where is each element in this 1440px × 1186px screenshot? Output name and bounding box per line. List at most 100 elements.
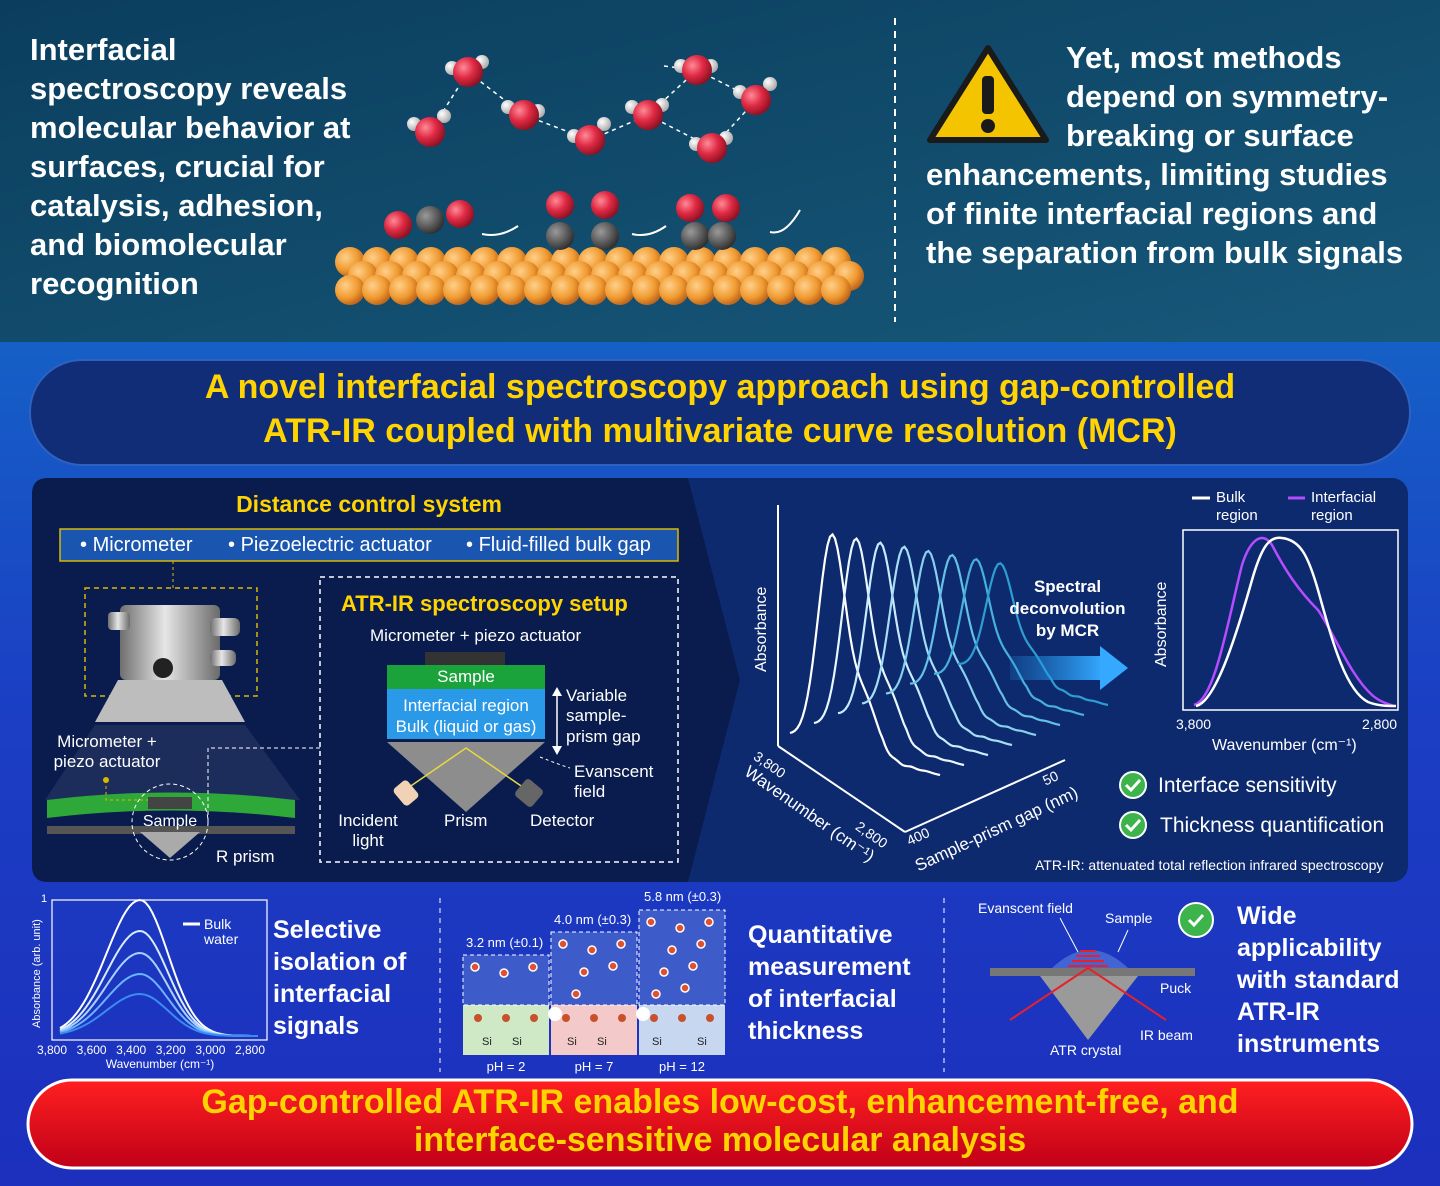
thickness-label: 5.8 nm (±0.3) [644, 889, 722, 904]
footnote: ATR-IR: attenuated total reflection infr… [1035, 857, 1384, 873]
water-molecule [646, 917, 656, 927]
device-label: Micrometer + piezo actuator [53, 732, 161, 772]
bulk-curve [1195, 536, 1397, 708]
axis [777, 745, 906, 833]
setup-panel [32, 478, 740, 882]
plot-frame [1182, 529, 1399, 711]
molecule-illustration [335, 55, 864, 305]
mcr-arrow [1010, 656, 1102, 680]
copper-atom [821, 275, 851, 305]
water-molecule [688, 961, 698, 971]
surface-oxygen [502, 1014, 510, 1022]
isolation-text: Selective isolation of interfacial signa… [273, 916, 407, 1040]
copper-atom [389, 275, 419, 305]
conclusion-line: Gap-controlled ATR-IR enables low-cost, … [201, 1083, 1239, 1121]
items-bar [59, 528, 679, 562]
oxygen [741, 85, 771, 115]
water-molecule [558, 939, 568, 949]
thickness-label: 3.2 nm (±0.1) [466, 935, 544, 950]
si-label: Si [697, 1036, 707, 1048]
copper-atom [416, 275, 446, 305]
stage [47, 826, 295, 834]
limitation-text: Yet, most methods depend on symmetry-bre… [926, 40, 1404, 270]
incident-label: Incident light [338, 811, 398, 851]
arrow-head [552, 746, 562, 755]
y-axis-label: Absorbance [753, 586, 770, 672]
copper-atom [578, 275, 608, 305]
check-icon [1119, 811, 1147, 839]
connector [207, 747, 320, 822]
oxygen [546, 191, 574, 219]
spectrum [885, 549, 1037, 737]
tick-label: 3,200 [155, 1043, 186, 1057]
device-highlight [84, 587, 258, 697]
connector-dot [103, 777, 109, 783]
hydrogen [597, 117, 611, 131]
sample-label: Sample [142, 813, 198, 830]
warning-dot [981, 119, 995, 133]
hydrogen [437, 109, 451, 123]
tick-label: 3,600 [76, 1043, 107, 1057]
oxygen [697, 133, 727, 163]
oxygen [453, 57, 483, 87]
si-label: Si [512, 1036, 522, 1048]
surface-oxygen [618, 1014, 626, 1022]
reaction-arrow [769, 209, 801, 234]
distance-title: Distance control system [236, 491, 502, 517]
device-base [95, 680, 245, 722]
bulk-label: Bulk (liquid or gas) [395, 717, 537, 736]
spectrum [909, 553, 1061, 727]
carbon [591, 222, 619, 250]
pointer [1059, 917, 1079, 953]
isolation-plot-frame [51, 899, 268, 1041]
surface-oxygen [650, 1014, 658, 1022]
legend-label: Bulk water [204, 916, 239, 947]
water-molecule [696, 939, 706, 949]
legend-label: Interfacial region [1311, 489, 1377, 524]
holder [148, 797, 192, 809]
prism-label: Prism [444, 811, 488, 830]
dial [153, 658, 173, 678]
carbon [416, 206, 444, 234]
surface-oxygen [678, 1014, 686, 1022]
water-molecule [704, 917, 714, 927]
icon-space [926, 38, 1066, 155]
item-text: Piezoelectric actuator [240, 534, 432, 556]
carbon [681, 222, 709, 250]
copper-atom [632, 275, 662, 305]
device [45, 605, 320, 861]
tick-label: 3,400 [116, 1043, 147, 1057]
surface-oxygen [706, 1014, 714, 1022]
spectra-curves [789, 532, 1109, 777]
carbon [708, 222, 736, 250]
conclusion-line: interface-sensitive molecular analysis [413, 1121, 1027, 1159]
gap-layer [387, 689, 545, 739]
si-label: Si [567, 1036, 577, 1048]
reaction-arrow [481, 225, 519, 236]
beam-label: IR beam [1140, 1027, 1193, 1043]
oxygen [415, 117, 445, 147]
copper-atom [686, 275, 716, 305]
prism-shape [387, 742, 545, 812]
crystal-label: ATR crystal [1050, 1042, 1122, 1058]
oxygen [712, 194, 740, 222]
mcr-arrow-head [1100, 646, 1128, 690]
item: • Micrometer [80, 534, 193, 556]
actuator-block [425, 652, 505, 665]
device-body [120, 605, 220, 680]
surface-oxygen [562, 1014, 570, 1022]
prism-shape [140, 832, 200, 858]
limitation-block: Yet, most methods depend on symmetry-bre… [926, 38, 1418, 272]
tick-label: 3,800 [1176, 716, 1212, 732]
x-axis-label: Wavenumber (cm⁻¹) [105, 1057, 215, 1071]
copper-atom [470, 275, 500, 305]
knob [210, 650, 236, 666]
copper-atom [794, 275, 824, 305]
sample-label: Sample [1105, 910, 1153, 926]
copper-atom [443, 275, 473, 305]
x-axis-label: Wavenumber (cm⁻¹) [1212, 737, 1357, 754]
water-molecule [579, 967, 589, 977]
water-molecule [616, 939, 626, 949]
water-molecule [680, 983, 690, 993]
tick-label: 2,800 [234, 1043, 266, 1057]
